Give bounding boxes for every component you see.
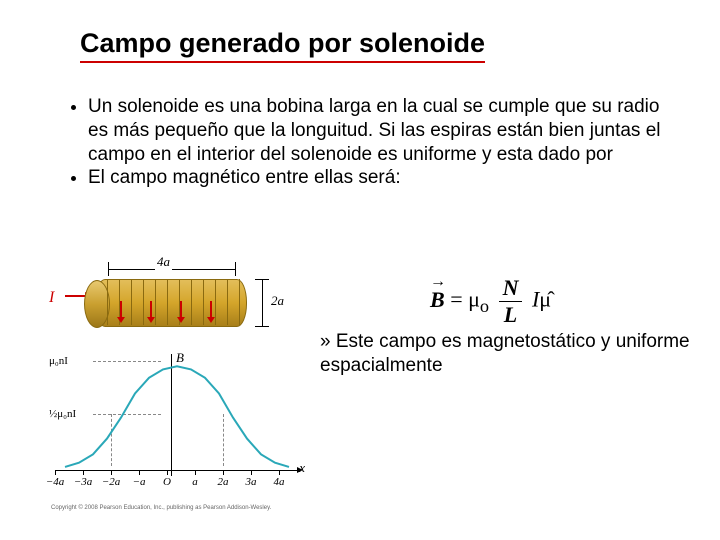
formula-num: N [499, 275, 523, 302]
x-tick-label: −3a [74, 476, 92, 488]
x-tick-label: 2a [218, 476, 229, 488]
bullet-1: Un solenoide es una bobina larga en la c… [88, 95, 670, 166]
x-tick-label: −a [133, 476, 146, 488]
dim-top-label: 4a [155, 254, 172, 270]
dim-right [255, 279, 269, 327]
x-tick-label: −4a [46, 476, 64, 488]
bullet-2: El campo magnético entre ellas será: [88, 166, 670, 190]
field-arrow-icon [120, 301, 122, 319]
field-arrow-icon [180, 301, 182, 319]
formula-B: →B = μo N L Iμ̂ [430, 275, 551, 328]
x-tick-label: O [163, 476, 171, 488]
x-axis-label: x [299, 460, 305, 476]
solenoid-diagram: 4a I 2a B x −4a−3a−2a−aOa2a3a4a μ₀nI½μ₀n… [45, 255, 305, 515]
sub-note: » Este campo es magnetostático y uniform… [320, 330, 700, 378]
x-tick-label: 4a [274, 476, 285, 488]
x-tick-label: 3a [246, 476, 257, 488]
copyright-text: Copyright © 2008 Pearson Education, Inc.… [51, 505, 271, 511]
field-arrow-icon [210, 301, 212, 319]
x-tick-label: −2a [102, 476, 120, 488]
dim-top [108, 262, 236, 276]
dim-right-label: 2a [271, 293, 284, 309]
current-label: I [49, 289, 54, 307]
bullet-list: Un solenoide es una bobina larga en la c… [60, 95, 670, 190]
field-curve [55, 354, 299, 474]
x-tick-label: a [192, 476, 198, 488]
B-vs-x-plot: B x −4a−3a−2a−aOa2a3a4a μ₀nI½μ₀nI [45, 350, 305, 500]
formula-fraction: N L [499, 275, 523, 328]
formula-hat: μ̂ [539, 287, 551, 312]
formula-mu: μ [468, 287, 480, 312]
page-title: Campo generado por solenoide [80, 28, 485, 63]
formula-den: L [499, 302, 523, 328]
field-arrow-icon [150, 301, 152, 319]
formula-mu-sub: o [480, 296, 489, 316]
